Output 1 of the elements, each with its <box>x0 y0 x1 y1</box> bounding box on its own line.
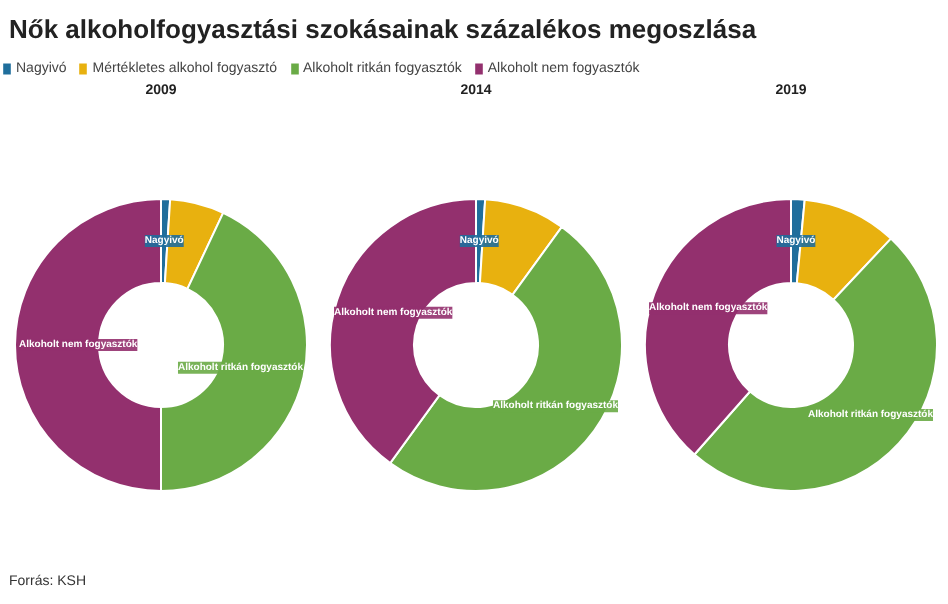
chart-title: Nők alkoholfogyasztási szokásainak százalékos megoszlása <box>9 14 758 44</box>
